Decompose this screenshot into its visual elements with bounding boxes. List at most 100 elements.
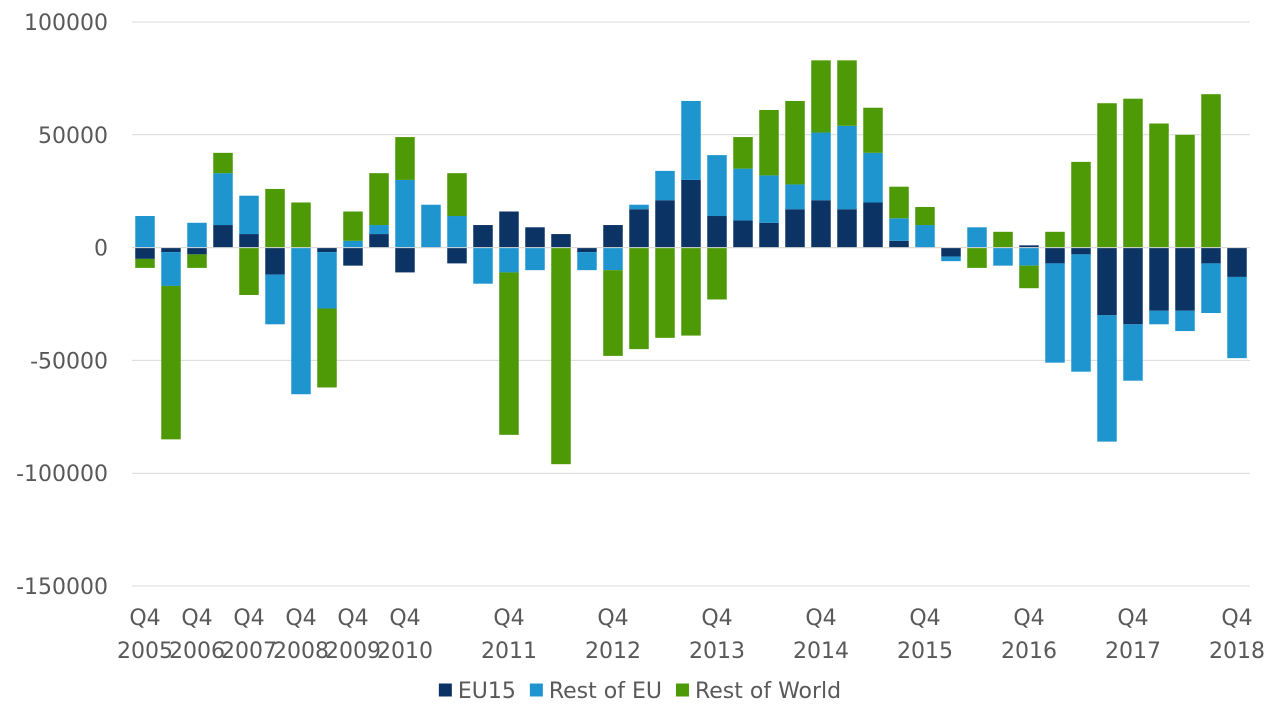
x-tick-label-year: 2009: [325, 639, 381, 664]
bar-rest-of-eu: [603, 247, 623, 271]
bar-rest-of-eu: [1097, 315, 1117, 442]
bar-rest-of-eu: [863, 152, 883, 203]
bar-eu15: [551, 234, 571, 248]
x-tick-label-year: 2017: [1105, 639, 1161, 664]
bar-eu15: [707, 216, 727, 248]
bar-rest-of-eu: [161, 252, 181, 286]
bar-eu15: [733, 220, 753, 248]
legend-item-rest-of-world: Rest of World: [675, 679, 841, 704]
y-tick-label: -100000: [16, 462, 108, 487]
bar-rest-of-eu: [187, 222, 207, 248]
x-tick-label-quarter: Q4: [337, 606, 368, 631]
bar-rest-of-world: [1019, 265, 1039, 289]
bar-eu15: [525, 227, 545, 248]
x-tick-label-quarter: Q4: [805, 606, 836, 631]
bar-rest-of-eu: [291, 247, 311, 395]
bar-rest-of-eu: [785, 184, 805, 210]
bars: [135, 60, 1247, 465]
bar-rest-of-eu: [759, 175, 779, 223]
bar-rest-of-world: [1149, 123, 1169, 248]
x-tick-label-year: 2011: [481, 639, 537, 664]
bar-eu15: [941, 247, 961, 257]
bar-rest-of-eu: [317, 252, 337, 309]
bar-rest-of-eu: [369, 225, 389, 235]
x-tick-label-year: 2018: [1209, 639, 1265, 664]
bar-rest-of-eu: [265, 274, 285, 325]
legend: EU15 Rest of EU Rest of World: [438, 679, 841, 704]
bar-eu15: [759, 222, 779, 248]
bar-rest-of-world: [863, 107, 883, 153]
x-tick-label-quarter: Q4: [285, 606, 316, 631]
x-tick-label-quarter: Q4: [129, 606, 160, 631]
bar-rest-of-world: [759, 109, 779, 176]
x-tick-label-quarter: Q4: [181, 606, 212, 631]
x-tick-label-year: 2014: [793, 639, 849, 664]
bar-rest-of-eu: [239, 195, 259, 235]
bar-eu15: [1123, 247, 1143, 325]
bar-eu15: [655, 200, 675, 248]
legend-item-eu15: EU15: [438, 679, 516, 704]
bar-rest-of-eu: [1149, 310, 1169, 325]
bar-rest-of-eu: [395, 179, 415, 248]
bar-rest-of-world: [707, 247, 727, 300]
bar-rest-of-world: [291, 202, 311, 248]
bar-eu15: [473, 225, 493, 248]
x-tick-label-year: 2006: [169, 639, 225, 664]
bar-rest-of-eu: [1201, 263, 1221, 314]
bar-eu15: [317, 247, 337, 253]
bar-rest-of-eu: [629, 204, 649, 210]
bar-eu15: [603, 225, 623, 248]
bar-rest-of-world: [161, 285, 181, 440]
bar-eu15: [577, 247, 597, 253]
bar-rest-of-world: [343, 211, 363, 241]
bar-rest-of-world: [265, 188, 285, 248]
bar-rest-of-world: [1045, 231, 1065, 248]
legend-label-rest-of-world: Rest of World: [695, 679, 841, 704]
bar-rest-of-eu: [577, 252, 597, 271]
bar-rest-of-world: [967, 247, 987, 268]
bar-rest-of-eu: [1123, 324, 1143, 381]
x-tick-label-quarter: Q4: [1221, 606, 1252, 631]
bar-eu15: [1149, 247, 1169, 311]
bar-rest-of-world: [1123, 98, 1143, 248]
bar-rest-of-eu: [213, 173, 233, 226]
bar-eu15: [681, 179, 701, 248]
bar-eu15: [213, 225, 233, 248]
bar-rest-of-eu: [681, 100, 701, 180]
bar-rest-of-world: [655, 247, 675, 338]
bar-rest-of-world: [811, 60, 831, 133]
bar-rest-of-eu: [1175, 310, 1195, 332]
bar-eu15: [187, 247, 207, 255]
bar-eu15: [1175, 247, 1195, 311]
x-tick-label-quarter: Q4: [1117, 606, 1148, 631]
legend-swatch-rest-of-eu: [529, 683, 543, 697]
x-tick-label-year: 2007: [221, 639, 277, 664]
bar-rest-of-world: [1097, 103, 1117, 248]
bar-rest-of-world: [1175, 134, 1195, 248]
bar-rest-of-world: [837, 60, 857, 126]
bar-rest-of-eu: [499, 247, 519, 273]
y-tick-label: 0: [94, 237, 108, 262]
bar-rest-of-world: [239, 247, 259, 295]
bar-rest-of-eu: [707, 155, 727, 217]
bar-rest-of-eu: [915, 225, 935, 248]
bar-rest-of-world: [447, 173, 467, 217]
x-tick-label-year: 2012: [585, 639, 641, 664]
bar-eu15: [629, 209, 649, 248]
x-tick-label-quarter: Q4: [389, 606, 420, 631]
bar-rest-of-eu: [967, 227, 987, 248]
y-tick-label: -50000: [30, 349, 108, 374]
bar-eu15: [499, 211, 519, 248]
legend-item-rest-of-eu: Rest of EU: [529, 679, 662, 704]
bar-rest-of-world: [213, 152, 233, 174]
bar-eu15: [265, 247, 285, 275]
bar-eu15: [239, 234, 259, 248]
x-tick-label-year: 2005: [117, 639, 173, 664]
y-tick-label: 100000: [24, 11, 108, 36]
bar-rest-of-eu: [733, 168, 753, 221]
bar-eu15: [343, 247, 363, 266]
x-tick-label-quarter: Q4: [597, 606, 628, 631]
bar-rest-of-world: [785, 100, 805, 185]
legend-label-rest-of-eu: Rest of EU: [549, 679, 662, 704]
